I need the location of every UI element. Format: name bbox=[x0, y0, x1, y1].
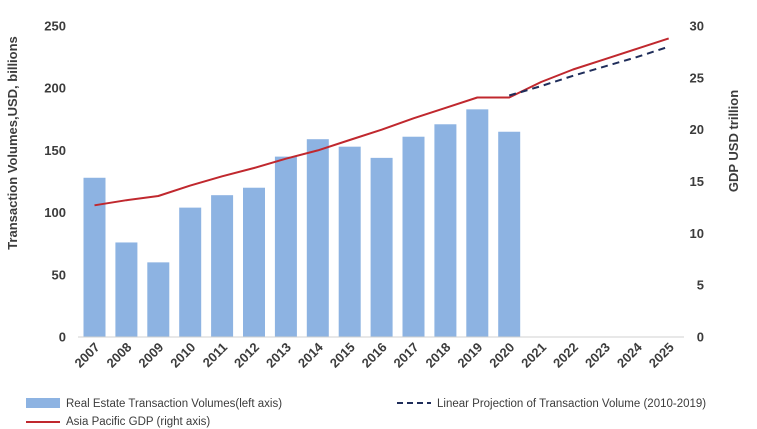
x-tick-label: 2013 bbox=[263, 340, 294, 371]
bar bbox=[402, 136, 425, 337]
right-axis-title: GDP USD trillion bbox=[726, 90, 741, 192]
x-tick-label: 2024 bbox=[614, 339, 646, 371]
x-tick-label: 2021 bbox=[518, 340, 549, 371]
left-tick-label: 150 bbox=[44, 143, 66, 158]
left-tick-label: 100 bbox=[44, 205, 66, 220]
bar bbox=[179, 207, 202, 337]
x-tick-label: 2018 bbox=[422, 340, 453, 371]
right-tick-label: 0 bbox=[697, 330, 704, 345]
right-tick-label: 5 bbox=[697, 278, 704, 293]
x-tick-label: 2016 bbox=[359, 340, 390, 371]
x-tick-label: 2019 bbox=[454, 340, 485, 371]
legend-label-projection: Linear Projection of Transaction Volume … bbox=[437, 398, 706, 410]
bar-series bbox=[83, 109, 521, 338]
projection-line bbox=[508, 45, 670, 97]
right-tick-label: 20 bbox=[690, 122, 704, 137]
bar bbox=[434, 124, 457, 337]
bar bbox=[147, 262, 170, 337]
left-axis-title: Transaction Volumes,USD, billions bbox=[5, 36, 20, 250]
x-tick-label: 2011 bbox=[200, 340, 231, 371]
right-axis: 0 5 10 15 20 25 30 bbox=[690, 19, 704, 345]
x-tick-label: 2025 bbox=[646, 340, 677, 371]
x-tick-label: 2007 bbox=[72, 340, 103, 371]
legend-swatch-bars bbox=[26, 398, 60, 408]
left-axis: 0 50 100 150 200 250 bbox=[44, 19, 66, 345]
right-tick-label: 30 bbox=[690, 19, 704, 34]
bar bbox=[115, 242, 138, 337]
x-tick-label: 2012 bbox=[231, 340, 262, 371]
bar bbox=[83, 177, 106, 337]
x-tick-label: 2020 bbox=[486, 340, 517, 371]
right-tick-label: 15 bbox=[690, 174, 704, 189]
legend: Real Estate Transaction Volumes(left axi… bbox=[26, 398, 706, 428]
right-tick-label: 25 bbox=[690, 70, 704, 85]
x-tick-label: 2022 bbox=[550, 340, 581, 371]
line-series bbox=[94, 37, 670, 207]
left-tick-label: 200 bbox=[44, 81, 66, 96]
bar bbox=[211, 195, 234, 337]
right-tick-label: 10 bbox=[690, 226, 704, 241]
left-tick-label: 0 bbox=[59, 330, 66, 345]
legend-label-gdp: Asia Pacific GDP (right axis) bbox=[66, 416, 210, 428]
left-tick-label: 250 bbox=[44, 19, 66, 34]
legend-label-bars: Real Estate Transaction Volumes(left axi… bbox=[66, 398, 282, 410]
x-tick-label: 2017 bbox=[391, 340, 422, 371]
x-tick-label: 2010 bbox=[167, 340, 198, 371]
x-tick-label: 2008 bbox=[103, 340, 134, 371]
x-tick-label: 2023 bbox=[582, 340, 613, 371]
left-tick-label: 50 bbox=[52, 267, 66, 282]
x-tick-label: 2009 bbox=[135, 340, 166, 371]
gdp-line bbox=[94, 37, 670, 207]
x-axis: 2007 2008 2009 2010 2011 2012 2013 2014 2015 2016… bbox=[72, 339, 677, 371]
bar bbox=[306, 139, 329, 337]
bar bbox=[498, 131, 521, 337]
bar bbox=[243, 187, 265, 337]
x-tick-label: 2015 bbox=[327, 340, 358, 371]
x-tick-label: 2014 bbox=[295, 339, 327, 371]
bar bbox=[274, 156, 297, 337]
bar bbox=[370, 157, 393, 337]
bar bbox=[466, 109, 489, 338]
bar bbox=[338, 146, 361, 337]
